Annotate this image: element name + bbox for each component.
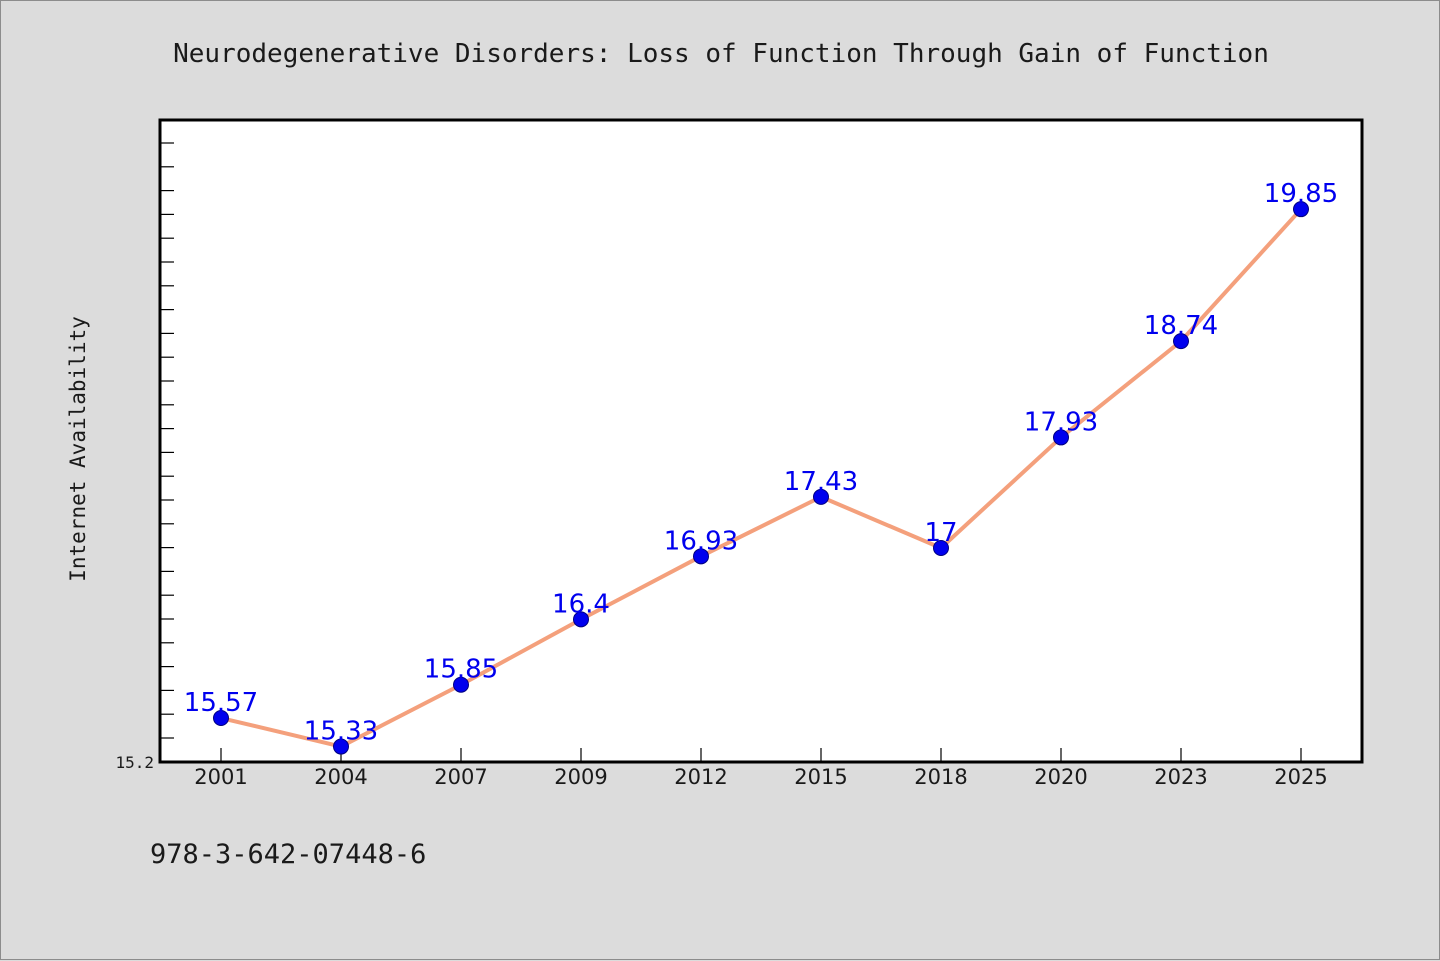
- data-label: 16.4: [552, 589, 610, 619]
- data-point: [333, 738, 349, 755]
- series-line: [220, 207, 1303, 749]
- data-point: [1053, 429, 1069, 446]
- y-axis-ticks: [160, 142, 174, 739]
- x-tick-label: 2025: [1274, 765, 1327, 789]
- data-point: [813, 488, 829, 505]
- x-tick-label: 2001: [194, 765, 247, 789]
- x-tick-label: 2015: [794, 765, 847, 789]
- x-axis-ticks: 2001 2004 2007 2009 2012 2015 2018 2020 2023 2025: [194, 748, 1328, 789]
- data-point: [1293, 201, 1309, 218]
- data-label: 17: [924, 518, 957, 548]
- y-axis-tick-labels: 15.2: [115, 753, 154, 772]
- data-label: 17.43: [784, 467, 858, 497]
- data-label: 15.57: [184, 688, 258, 718]
- x-tick-label: 2018: [914, 765, 967, 789]
- x-tick-label: 2012: [674, 765, 727, 789]
- chart-title: Neurodegenerative Disorders: Loss of Fun…: [173, 39, 1269, 69]
- y-axis-label: Internet Availability: [66, 316, 90, 582]
- data-label: 18.74: [1144, 311, 1218, 341]
- x-tick-label: 2009: [554, 765, 607, 789]
- x-tick-label: 2020: [1034, 765, 1087, 789]
- plot-area: [158, 118, 1364, 764]
- data-point: [693, 548, 709, 565]
- data-label: 17.93: [1024, 407, 1098, 437]
- data-label: 19.85: [1264, 179, 1338, 209]
- data-label: 15.85: [424, 655, 498, 685]
- y-tick-label: 15.2: [115, 753, 154, 772]
- x-tick-label: 2004: [314, 765, 367, 789]
- x-tick-label: 2007: [434, 765, 487, 789]
- data-point: [453, 676, 469, 693]
- data-point: [933, 540, 949, 556]
- x-tick-label: 2023: [1154, 765, 1207, 789]
- data-point: [573, 611, 589, 628]
- data-point: [1173, 333, 1189, 350]
- isbn-footer: 978-3-642-07448-6: [150, 839, 426, 870]
- data-label: 15.33: [304, 717, 378, 747]
- data-label: 16.93: [664, 526, 738, 556]
- data-point: [213, 710, 229, 727]
- series-line-group: 15.57 15.33 15.85 16.4 16.93 17.43 17 17.93 18.7…: [184, 179, 1338, 755]
